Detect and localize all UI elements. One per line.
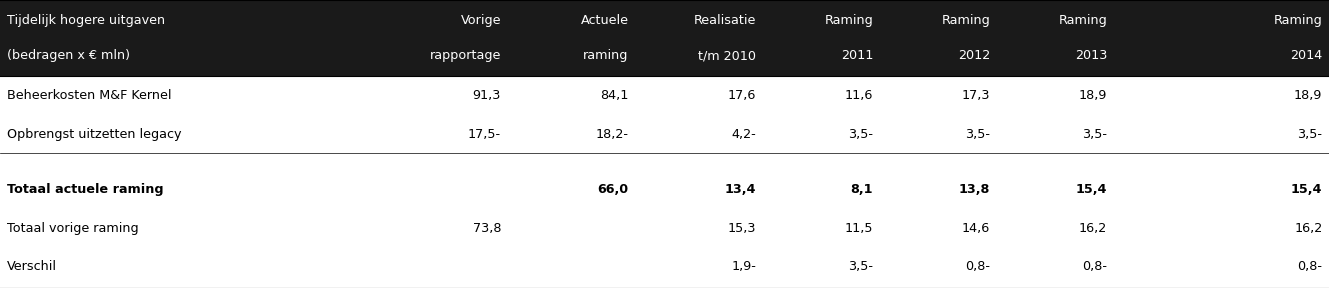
Text: 11,6: 11,6 [845,89,873,102]
Text: 15,4: 15,4 [1290,183,1322,196]
Text: 15,3: 15,3 [728,222,756,235]
Text: 91,3: 91,3 [473,89,501,102]
Text: Raming: Raming [941,14,990,27]
Text: 16,2: 16,2 [1079,222,1107,235]
Text: (bedragen x € mln): (bedragen x € mln) [7,49,130,62]
Text: 73,8: 73,8 [473,222,501,235]
Text: 14,6: 14,6 [962,222,990,235]
Text: 3,5-: 3,5- [848,128,873,141]
Text: Verschil: Verschil [7,260,57,273]
Text: Raming: Raming [1273,14,1322,27]
Text: 2013: 2013 [1075,49,1107,62]
Text: 11,5: 11,5 [845,222,873,235]
Text: 18,9: 18,9 [1079,89,1107,102]
Text: Actuele: Actuele [581,14,629,27]
Text: 4,2-: 4,2- [731,128,756,141]
Text: Beheerkosten M&F Kernel: Beheerkosten M&F Kernel [7,89,171,102]
Text: 8,1: 8,1 [851,183,873,196]
Text: rapportage: rapportage [429,49,501,62]
Text: Totaal actuele raming: Totaal actuele raming [7,183,163,196]
Text: 3,5-: 3,5- [965,128,990,141]
Text: 84,1: 84,1 [601,89,629,102]
Text: 15,4: 15,4 [1075,183,1107,196]
Text: 2011: 2011 [841,49,873,62]
Text: 3,5-: 3,5- [1082,128,1107,141]
Text: 0,8-: 0,8- [965,260,990,273]
Text: 17,5-: 17,5- [468,128,501,141]
Text: Vorige: Vorige [461,14,501,27]
Text: 1,9-: 1,9- [731,260,756,273]
Text: Tijdelijk hogere uitgaven: Tijdelijk hogere uitgaven [7,14,165,27]
Text: 2012: 2012 [958,49,990,62]
Text: 18,2-: 18,2- [595,128,629,141]
Text: 17,6: 17,6 [728,89,756,102]
Text: 13,4: 13,4 [724,183,756,196]
Text: Opbrengst uitzetten legacy: Opbrengst uitzetten legacy [7,128,181,141]
Text: t/m 2010: t/m 2010 [698,49,756,62]
Text: Raming: Raming [824,14,873,27]
Text: 13,8: 13,8 [958,183,990,196]
Text: 18,9: 18,9 [1294,89,1322,102]
Text: Raming: Raming [1058,14,1107,27]
Bar [0,0,1329,76]
Text: 17,3: 17,3 [962,89,990,102]
Text: 2014: 2014 [1290,49,1322,62]
Text: raming: raming [583,49,629,62]
Text: 16,2: 16,2 [1294,222,1322,235]
Text: 66,0: 66,0 [598,183,629,196]
Text: 3,5-: 3,5- [848,260,873,273]
Text: 0,8-: 0,8- [1297,260,1322,273]
Text: Totaal vorige raming: Totaal vorige raming [7,222,138,235]
Text: 0,8-: 0,8- [1082,260,1107,273]
Text: 3,5-: 3,5- [1297,128,1322,141]
Text: Realisatie: Realisatie [694,14,756,27]
